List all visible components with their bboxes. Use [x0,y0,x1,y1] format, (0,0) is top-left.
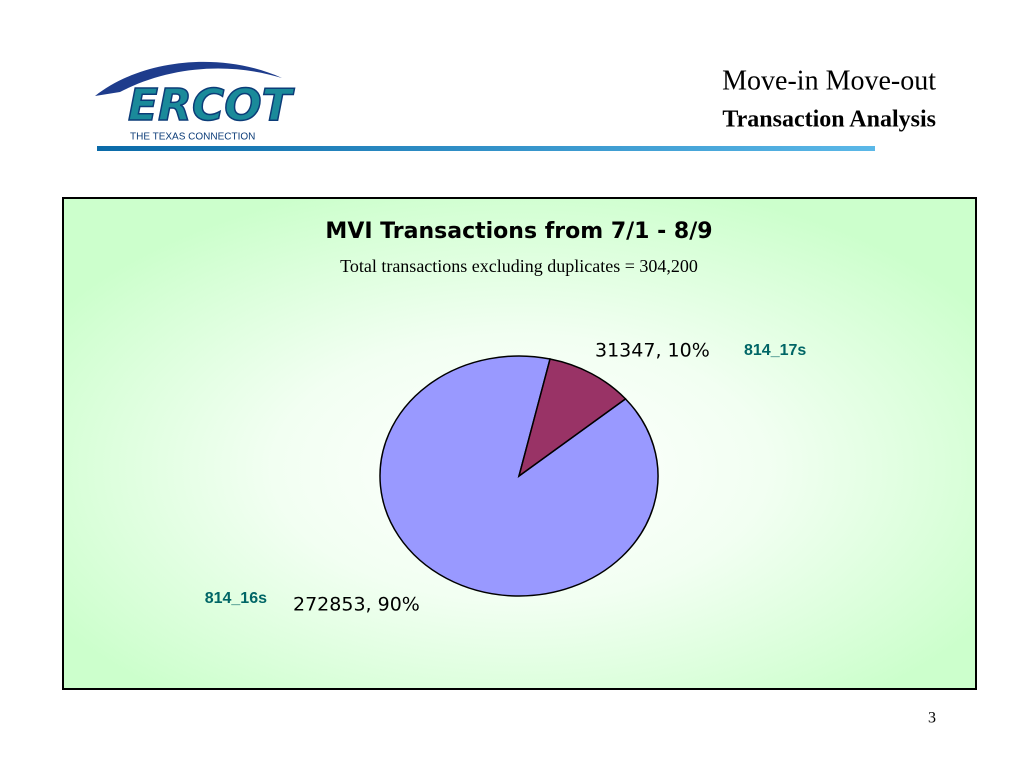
header-title: Move-in Move-out [722,65,936,96]
value-label: 31347, 10% [595,340,710,362]
category-label: 814_17s [744,342,806,359]
pie-slice [517,358,627,478]
logo-swoosh [95,61,282,96]
header-subtitle: Transaction Analysis [722,107,936,133]
chart-subtitle: Total transactions excluding duplicates … [340,256,698,276]
pie: 272853, 90% 814_16s 31347, 10% 814_17s [205,340,807,616]
chart-title: MVI Transactions from 7/1 - 8/9 [325,219,712,244]
logo-text: ERCOT [128,80,295,131]
page-number: 3 [928,710,936,727]
logo-tagline: THE TEXAS CONNECTION [130,132,255,143]
header-rule [97,146,875,151]
value-label: 272853, 90% [293,594,420,616]
category-label: 814_16s [205,590,267,607]
